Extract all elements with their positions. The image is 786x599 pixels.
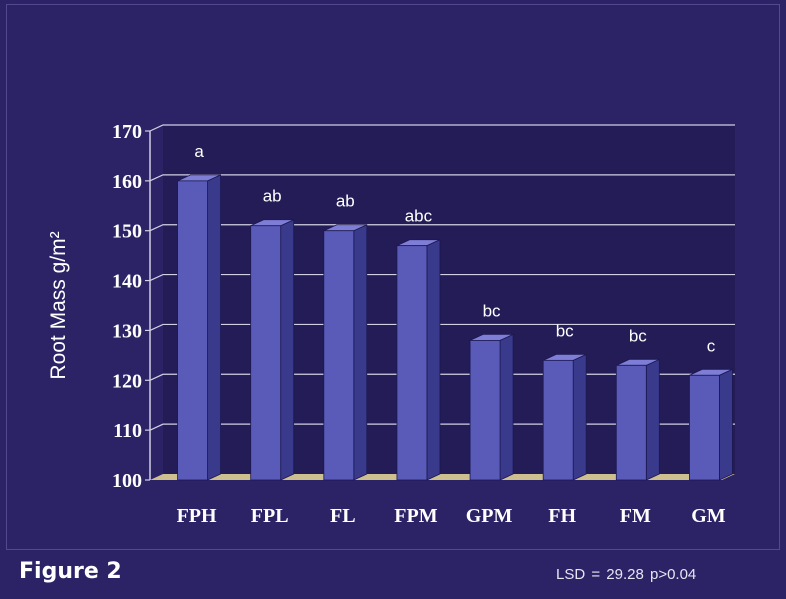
bar bbox=[689, 375, 719, 480]
significance-letter: bc bbox=[483, 301, 501, 320]
bar bbox=[324, 231, 354, 480]
bar bbox=[251, 226, 281, 480]
y-tick-label: 120 bbox=[112, 370, 142, 392]
significance-letter: bc bbox=[629, 326, 647, 345]
y-tick-label: 110 bbox=[113, 420, 142, 442]
x-tick-label: GM bbox=[691, 505, 726, 527]
stats-note: LSD = 29.28 p>0.04 bbox=[556, 566, 696, 583]
bar bbox=[616, 365, 646, 480]
bar bbox=[470, 340, 500, 480]
x-tick-label: FPL bbox=[251, 505, 289, 527]
x-tick-label: GPM bbox=[466, 505, 513, 527]
y-tick-label: 130 bbox=[112, 320, 142, 342]
y-tick-label: 160 bbox=[112, 171, 142, 193]
bar-side bbox=[427, 240, 440, 480]
x-tick-label: FPH bbox=[177, 505, 217, 527]
y-tick-label: 140 bbox=[112, 271, 142, 293]
significance-letter: a bbox=[194, 142, 204, 161]
bar-side bbox=[646, 359, 659, 480]
bar-side bbox=[354, 225, 367, 480]
y-tick-label: 100 bbox=[112, 470, 142, 492]
significance-letter: ab bbox=[336, 192, 355, 211]
x-tick-label: FH bbox=[548, 505, 576, 527]
bar bbox=[178, 181, 208, 480]
bar-side bbox=[500, 334, 513, 480]
x-tick-label: FPM bbox=[394, 505, 437, 527]
significance-letter: c bbox=[707, 336, 716, 355]
bar-side bbox=[281, 220, 294, 480]
bar bbox=[397, 246, 427, 480]
x-tick-label: FL bbox=[330, 505, 356, 527]
bar-side bbox=[573, 354, 586, 480]
significance-letter: abc bbox=[405, 207, 433, 226]
bar-side bbox=[208, 175, 221, 480]
bar-side bbox=[719, 369, 732, 480]
significance-letter: ab bbox=[263, 187, 282, 206]
y-tick-label: 150 bbox=[112, 221, 142, 243]
y-axis-label: Root Mass g/m² bbox=[47, 231, 70, 379]
bar bbox=[543, 360, 573, 480]
x-tick-label: FM bbox=[620, 505, 651, 527]
significance-letter: bc bbox=[556, 321, 574, 340]
y-tick-label: 170 bbox=[112, 121, 142, 143]
figure-label: Figure 2 bbox=[19, 559, 122, 584]
